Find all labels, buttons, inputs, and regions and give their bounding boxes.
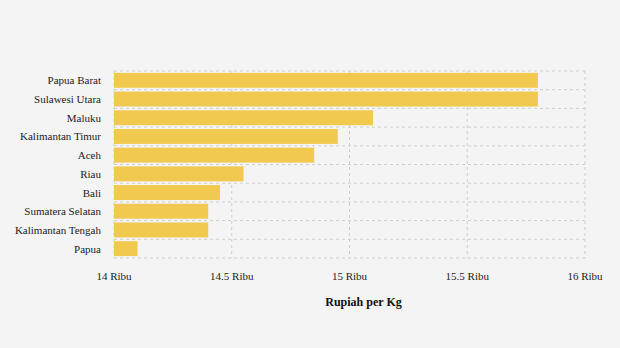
category-label: Riau — [80, 168, 101, 180]
bar — [114, 166, 244, 181]
bars — [114, 73, 538, 256]
tick-label: 14 Ribu — [96, 270, 132, 282]
category-label: Kalimantan Tengah — [15, 224, 102, 236]
grid-line — [585, 71, 586, 258]
category-label: Papua — [74, 243, 101, 255]
grid — [114, 71, 585, 258]
bar — [114, 110, 373, 125]
axis-title: Rupiah per Kg — [325, 295, 401, 309]
bar — [114, 222, 208, 237]
tick-label: 16 Ribu — [567, 270, 603, 282]
category-label: Aceh — [78, 149, 102, 161]
tick-label: 14.5 Ribu — [210, 270, 254, 282]
category-label: Sumatera Selatan — [24, 205, 101, 217]
bar — [114, 92, 538, 107]
chart-container: 14 Ribu 14.5 Ribu 15 Ribu 15.5 Ribu 16 Ribu P… — [0, 0, 620, 348]
chart-svg: 14 Ribu 14.5 Ribu 15 Ribu 15.5 Ribu 16 Ribu P… — [0, 0, 620, 348]
category-label: Papua Barat — [48, 74, 101, 86]
bar — [114, 204, 208, 219]
category-label: Bali — [83, 187, 101, 199]
bar — [114, 148, 314, 163]
category-label: Sulawesi Utara — [34, 93, 101, 105]
category-label: Kalimantan Timur — [20, 130, 101, 142]
band-line — [114, 164, 585, 165]
tick-label: 15 Ribu — [332, 270, 368, 282]
bar — [114, 73, 538, 88]
category-label: Maluku — [67, 112, 102, 124]
tick-label: 15.5 Ribu — [446, 270, 490, 282]
band-line — [114, 220, 585, 221]
background — [0, 0, 620, 348]
bar — [114, 129, 338, 144]
bar — [114, 185, 220, 200]
bar — [114, 241, 138, 256]
band-line — [114, 183, 585, 184]
band-line — [114, 201, 585, 202]
